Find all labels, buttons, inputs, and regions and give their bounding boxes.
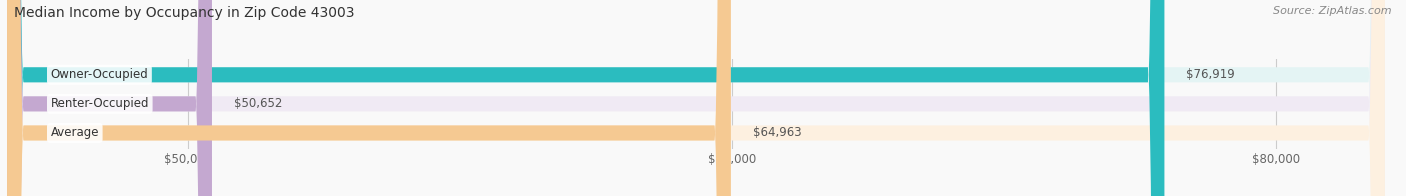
Text: $64,963: $64,963 — [752, 126, 801, 140]
Text: $76,919: $76,919 — [1187, 68, 1234, 81]
FancyBboxPatch shape — [7, 0, 212, 196]
FancyBboxPatch shape — [7, 0, 1385, 196]
FancyBboxPatch shape — [7, 0, 1385, 196]
Text: $50,652: $50,652 — [233, 97, 283, 110]
Text: Median Income by Occupancy in Zip Code 43003: Median Income by Occupancy in Zip Code 4… — [14, 6, 354, 20]
Text: Owner-Occupied: Owner-Occupied — [51, 68, 148, 81]
FancyBboxPatch shape — [7, 0, 731, 196]
Text: Renter-Occupied: Renter-Occupied — [51, 97, 149, 110]
FancyBboxPatch shape — [7, 0, 1164, 196]
FancyBboxPatch shape — [7, 0, 1385, 196]
Text: Average: Average — [51, 126, 98, 140]
Text: Source: ZipAtlas.com: Source: ZipAtlas.com — [1274, 6, 1392, 16]
